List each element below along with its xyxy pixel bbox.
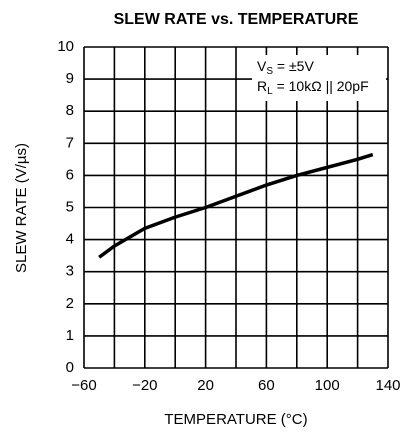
y-tick-label: 8	[66, 102, 74, 119]
annotation-rest: = ±5V	[273, 58, 314, 74]
y-tick-label: 6	[66, 166, 74, 183]
y-tick-label: 4	[66, 231, 74, 248]
annotation-sub: S	[266, 66, 273, 77]
x-tick-label: 60	[258, 377, 275, 394]
chart-title: SLEW RATE vs. TEMPERATURE	[114, 11, 359, 28]
annotation-main: V	[257, 58, 267, 74]
y-tick-label: 0	[66, 359, 74, 376]
y-tick-label: 5	[66, 198, 74, 215]
annotation-sub: L	[267, 86, 273, 97]
x-tick-label: −60	[71, 377, 96, 394]
x-axis-label: TEMPERATURE (°C)	[164, 411, 307, 428]
y-axis-label: SLEW RATE (V/µs)	[13, 143, 30, 273]
annotation-rest: = 10kΩ || 20pF	[273, 78, 369, 94]
x-tick-label: −20	[132, 377, 157, 394]
annotation: VS = ±5V	[257, 58, 314, 77]
annotation-box	[252, 55, 386, 101]
x-tick-label: 140	[375, 377, 400, 394]
annotation: RL = 10kΩ || 20pF	[257, 78, 369, 97]
x-tick-label: 20	[197, 377, 214, 394]
data-line	[98, 152, 374, 259]
y-tick-label: 7	[66, 134, 74, 151]
y-tick-label: 3	[66, 263, 74, 280]
y-tick-label: 2	[66, 295, 74, 312]
y-tick-label: 9	[66, 70, 74, 87]
x-tick-label: 100	[315, 377, 340, 394]
y-tick-label: 1	[66, 327, 74, 344]
y-tick-label: 10	[57, 38, 74, 55]
annotation-main: R	[257, 78, 267, 94]
